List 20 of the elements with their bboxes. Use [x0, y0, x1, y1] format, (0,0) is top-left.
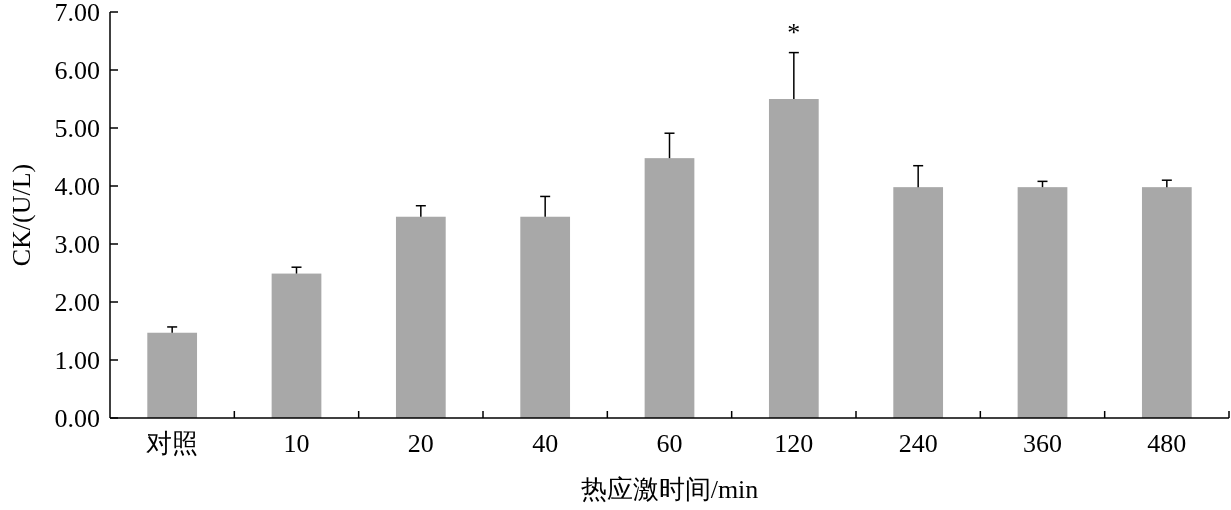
xtick: 360	[1023, 429, 1062, 458]
xtick: 对照	[146, 429, 199, 458]
annotation: *	[787, 17, 801, 47]
ytick: 3.00	[54, 229, 100, 259]
xtick: 60	[656, 429, 683, 458]
ytick: 7.00	[54, 0, 100, 27]
ytick: 6.00	[54, 55, 100, 85]
ytick: 5.00	[54, 113, 100, 143]
xlabel: 热应激时间/min	[580, 475, 759, 504]
ytick: 2.00	[54, 287, 100, 317]
xtick: 240	[898, 429, 938, 458]
ylabel: CK/(U/L)	[7, 163, 36, 267]
ytick: 0.00	[54, 403, 100, 433]
ytick: 1.00	[54, 345, 100, 375]
xtick: 120	[774, 429, 814, 458]
ytick: 4.00	[54, 171, 100, 201]
xtick: 40	[532, 429, 559, 458]
xtick: 480	[1147, 429, 1187, 458]
xtick: 10	[283, 429, 310, 458]
xtick: 20	[407, 429, 434, 458]
